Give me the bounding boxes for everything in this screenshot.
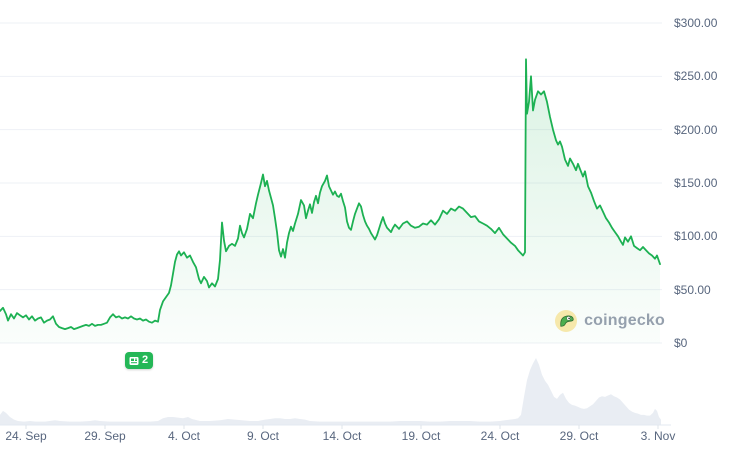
y-axis-tick-label: $150.00 <box>674 176 718 190</box>
y-axis-tick-label: $300.00 <box>674 16 718 30</box>
news-badge-count: 2 <box>142 354 149 366</box>
x-axis-tick-label: 29. Oct <box>559 429 599 443</box>
price-line-series <box>0 58 661 330</box>
volume-area-series <box>0 358 661 425</box>
y-axis-tick-label: $200.00 <box>674 122 718 137</box>
x-axis-tick-label: 24. Oct <box>480 429 520 443</box>
x-axis-tick-label: 29. Sep <box>84 429 126 443</box>
x-axis-tick-label: 19. Oct <box>401 429 441 443</box>
x-axis-tick-label: 4. Oct <box>167 429 200 443</box>
price-area-fill <box>0 59 660 344</box>
x-axis-tick-label: 3. Nov <box>640 429 676 443</box>
y-axis-tick-label: $250.00 <box>674 69 718 84</box>
y-axis-tick-label: $0 <box>674 336 688 350</box>
x-axis-ticks <box>25 425 659 429</box>
x-axis-tick-label: 14. Oct <box>322 429 362 443</box>
coingecko-gecko-icon <box>555 310 578 332</box>
y-axis-tick-label: $100.00 <box>674 229 718 244</box>
coingecko-watermark: coingecko <box>554 309 665 333</box>
y-axis-tick-label: $50.00 <box>674 282 711 297</box>
news-annotation-badge[interactable]: 2 <box>125 352 154 369</box>
newspaper-icon <box>129 356 139 365</box>
coingecko-watermark-text: coingecko <box>584 312 665 329</box>
x-axis-tick-label: 24. Sep <box>5 429 47 443</box>
x-axis-tick-label: 9. Oct <box>246 429 279 443</box>
